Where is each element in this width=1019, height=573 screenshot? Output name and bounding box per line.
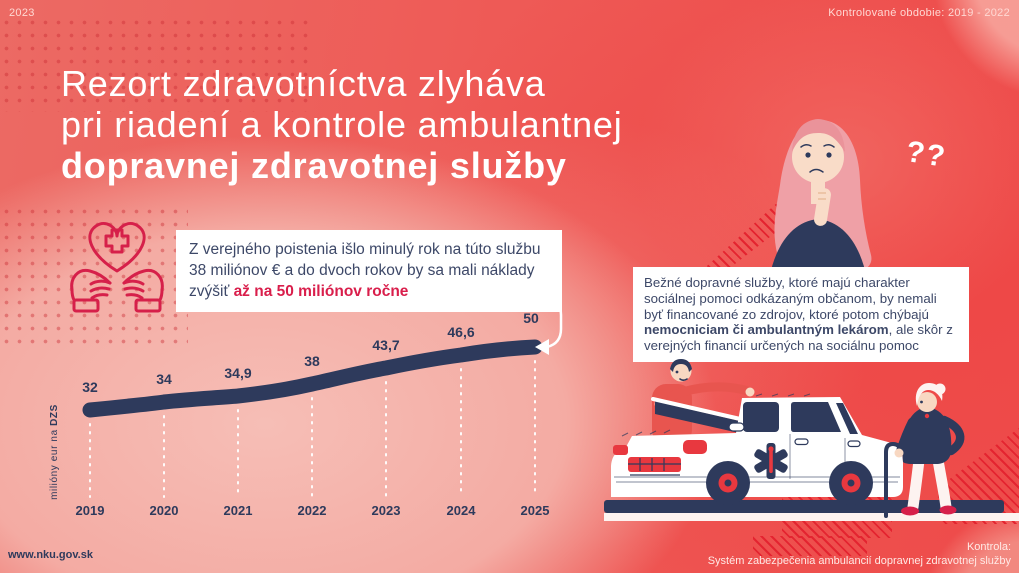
car-rear-vent [628,457,681,476]
chart-value-label: 32 [82,379,98,395]
note-transport-text-after: , ale skôr z verejných financií určených… [644,322,953,354]
footer-control: Kontrola: Systém zabezpečenia ambulancií… [708,540,1011,568]
chart-value-label: 46,6 [447,324,474,340]
question-marks: ?? [903,135,950,174]
footer-control-label: Kontrola: [966,541,1011,553]
chart-year-label: 2020 [150,503,179,518]
page-title: Rezort zdravotníctva zlyháva pri riadení… [61,63,623,186]
hatch-pattern [753,536,867,556]
chart-y-axis-label: milióny eur na DZS [49,404,60,500]
woman-face [792,131,844,183]
car-rear-window [743,402,779,432]
chart-value-label: 34,9 [224,365,251,381]
car-mirror [728,422,745,432]
chart-value-label: 38 [304,353,320,369]
chart-year-label: 2019 [76,503,105,518]
woman-eye [826,152,832,158]
woman-hand-at-chin [814,188,831,226]
car-windshield [836,403,858,434]
car-door-handle [847,440,861,448]
chart-value-label: 43,7 [372,337,399,353]
note-transport-bold: nemocniciam či ambulantným lekárom [644,322,889,338]
chart-year-label: 2022 [298,503,327,518]
footer-control-subject: Systém zabezpečenia ambulancií dopravnej… [707,555,1011,567]
car-tail-light [613,445,628,455]
woman-eye [805,152,811,158]
note-insurance-highlight: až na 50 miliónov ročne [233,283,409,300]
footer-website: www.nku.gov.sk [8,549,93,561]
hands-heart-icon [70,221,164,313]
note-insurance-text: Z verejného poistenia išlo minulý rok na… [189,241,541,300]
title-line-2: pri riadení a kontrole ambulantnej [61,104,623,145]
woman-fingers [818,192,826,200]
cost-line-chart: 32 2019 34 2020 34,9 2021 38 2022 43,7 2023 46,6 20… [49,280,563,518]
chart-year-label: 2025 [521,503,550,518]
car-panel-ticks [621,393,811,437]
ambulance-scene-illustration [604,359,1019,521]
chart-value-label: 34 [156,371,172,387]
chart-value-label: 50 [523,310,539,326]
header-audited-period: Kontrolované obdobie: 2019 - 2022 [828,7,1010,19]
car-tail-light [683,440,707,454]
cost-trend-line [82,339,543,418]
woman-eyebrow [823,143,835,148]
open-tailgate [651,397,751,435]
connector-arrowhead [535,339,549,355]
car-front-window [791,402,841,432]
chart-year-label: 2024 [447,503,477,518]
car-door-handle [794,438,809,446]
star-of-life-icon [754,443,788,479]
title-line-1: Rezort zdravotníctva zlyháva [61,63,546,104]
title-line-3: dopravnej zdravotnej služby [61,145,567,186]
woman-frown [809,168,824,173]
road [604,500,1019,521]
note-transport: Bežné dopravné služby, ktoré majú charak… [633,267,969,362]
chart-year-label: 2023 [372,503,401,518]
elderly-patient-figure [884,383,965,518]
chart-year-label: 2021 [224,503,253,518]
woman-eyebrow [800,143,812,148]
dot-pattern [0,16,312,112]
header-year: 2023 [9,7,35,19]
car-wheels [706,461,873,505]
ambulance-car [611,393,903,497]
woman-fringe [792,119,845,152]
note-transport-text: Bežné dopravné služby, ktoré majú charak… [644,275,937,322]
note-insurance: Z verejného poistenia išlo minulý rok na… [176,230,562,312]
